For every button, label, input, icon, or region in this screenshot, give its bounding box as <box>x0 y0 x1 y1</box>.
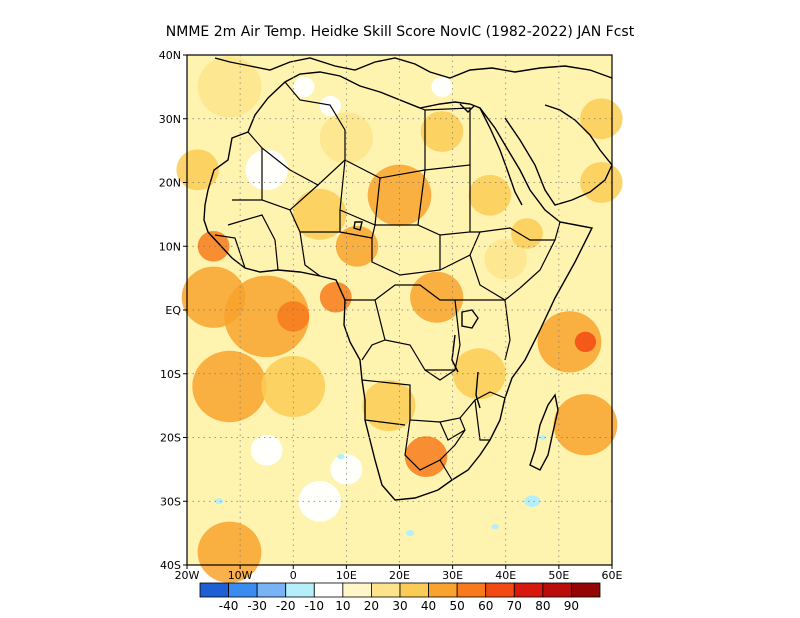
y-tick-label: 30S <box>160 495 181 508</box>
x-tick-label: 30E <box>442 569 463 582</box>
negative-skill-region-1 <box>405 530 415 537</box>
coastlines <box>203 57 613 501</box>
madagascar-coastline <box>529 393 559 471</box>
y-tick-label: 40N <box>159 49 181 62</box>
y-tick-label: 20N <box>159 177 181 190</box>
colorbar-swatch <box>399 582 429 598</box>
colorbar-label: 60 <box>478 599 493 613</box>
colorbar-label: 50 <box>450 599 465 613</box>
y-tick-label: 10S <box>160 368 181 381</box>
skill-region-21 <box>580 98 623 140</box>
colorbar-swatch <box>371 582 401 598</box>
colorbar-swatch <box>542 582 572 598</box>
europe-coastline <box>214 57 613 79</box>
skill-region-0 <box>197 56 262 118</box>
colorbar-swatch <box>571 582 601 598</box>
no-skill-region-6 <box>431 76 453 98</box>
chart-title: NMME 2m Air Temp. Heidke Skill Score Nov… <box>166 24 635 40</box>
negative-skill-region-3 <box>539 435 547 440</box>
lake-victoria <box>461 309 479 329</box>
x-tick-label: 0 <box>290 569 297 582</box>
x-tick-label: 20E <box>389 569 410 582</box>
y-tick-label: 20S <box>160 432 181 445</box>
colorbar-swatch <box>199 582 229 598</box>
country-borders <box>214 81 561 481</box>
colorbar: -40 -30 -20 -10 10 20 30 40 50 60 70 80 90 <box>199 582 601 613</box>
skill-region-16 <box>468 174 512 216</box>
skill-region-23 <box>362 380 416 432</box>
colorbar-label: 40 <box>421 599 436 613</box>
colorbar-label: 20 <box>364 599 379 613</box>
colorbar-label: 70 <box>507 599 522 613</box>
skill-region-18 <box>420 111 464 152</box>
x-tick-label: 60E <box>602 569 623 582</box>
lake-chad <box>353 221 363 231</box>
skill-region-2 <box>224 275 310 358</box>
y-tick-label: 40S <box>160 559 181 572</box>
negative-skill-region-0 <box>337 453 345 460</box>
x-tick-label: 50E <box>548 569 569 582</box>
lake-malawi <box>475 371 481 409</box>
no-skill-region-4 <box>330 454 363 485</box>
skill-region-13 <box>537 311 602 373</box>
colorbar-swatch <box>485 582 515 598</box>
africa-coastline <box>203 71 594 501</box>
nile-delta <box>459 103 475 113</box>
colorbar-label: -40 <box>219 599 239 613</box>
skill-region-9 <box>293 188 347 240</box>
x-axis: 20W 10W 0 10E 20E 30E 40E 50E 60E <box>175 565 623 582</box>
negative-skill-region-5 <box>214 498 224 505</box>
y-tick-label: EQ <box>165 304 181 317</box>
no-skill-region-0 <box>245 149 288 191</box>
skill-region-4 <box>319 281 352 313</box>
y-axis: 40N 30N 20N 10N EQ 10S 20S 30S 40S <box>159 49 187 572</box>
arabia-coastline <box>504 104 613 206</box>
negative-skill-region-4 <box>491 524 499 530</box>
skill-region-12 <box>404 436 448 478</box>
colorbar-swatch <box>456 582 487 598</box>
skill-region-8 <box>367 164 432 226</box>
skill-region-15 <box>553 394 618 456</box>
skill-region-20 <box>511 218 543 249</box>
x-tick-label: 10E <box>336 569 357 582</box>
y-tick-label: 10N <box>159 240 181 253</box>
map-panel <box>176 54 623 583</box>
skill-region-7 <box>197 521 262 583</box>
red-sea-coast <box>479 107 523 206</box>
colorbar-swatch <box>513 582 544 598</box>
colorbar-label: 30 <box>392 599 407 613</box>
colorbar-label: 90 <box>564 599 579 613</box>
x-tick-label: 10W <box>228 569 253 582</box>
x-tick-label: 20W <box>175 569 200 582</box>
colorbar-swatch <box>256 582 287 598</box>
colorbar-swatch <box>285 582 315 598</box>
colorbar-label: 10 <box>335 599 350 613</box>
no-skill-region-5 <box>250 434 283 466</box>
skill-region-25 <box>176 149 219 191</box>
skill-region-14 <box>574 331 597 353</box>
colorbar-label: -10 <box>304 599 324 613</box>
skill-region-5 <box>192 350 267 423</box>
colorbar-label: 80 <box>535 599 550 613</box>
skill-region-3 <box>277 301 310 332</box>
skill-region-26 <box>197 230 230 262</box>
y-tick-label: 30N <box>159 113 181 126</box>
colorbar-label: -20 <box>276 599 296 613</box>
colorbar-swatch <box>342 582 372 598</box>
skill-region-10 <box>335 225 379 267</box>
negative-skill-region-2 <box>524 495 541 507</box>
lake-tanganyika <box>451 334 459 373</box>
colorbar-swatch <box>313 582 344 598</box>
colorbar-label: -30 <box>247 599 267 613</box>
colorbar-swatch <box>228 582 258 598</box>
no-skill-region-1 <box>293 76 315 98</box>
colorbar-swatch <box>428 582 458 598</box>
x-tick-label: 40E <box>495 569 516 582</box>
grid-lines <box>187 55 612 565</box>
